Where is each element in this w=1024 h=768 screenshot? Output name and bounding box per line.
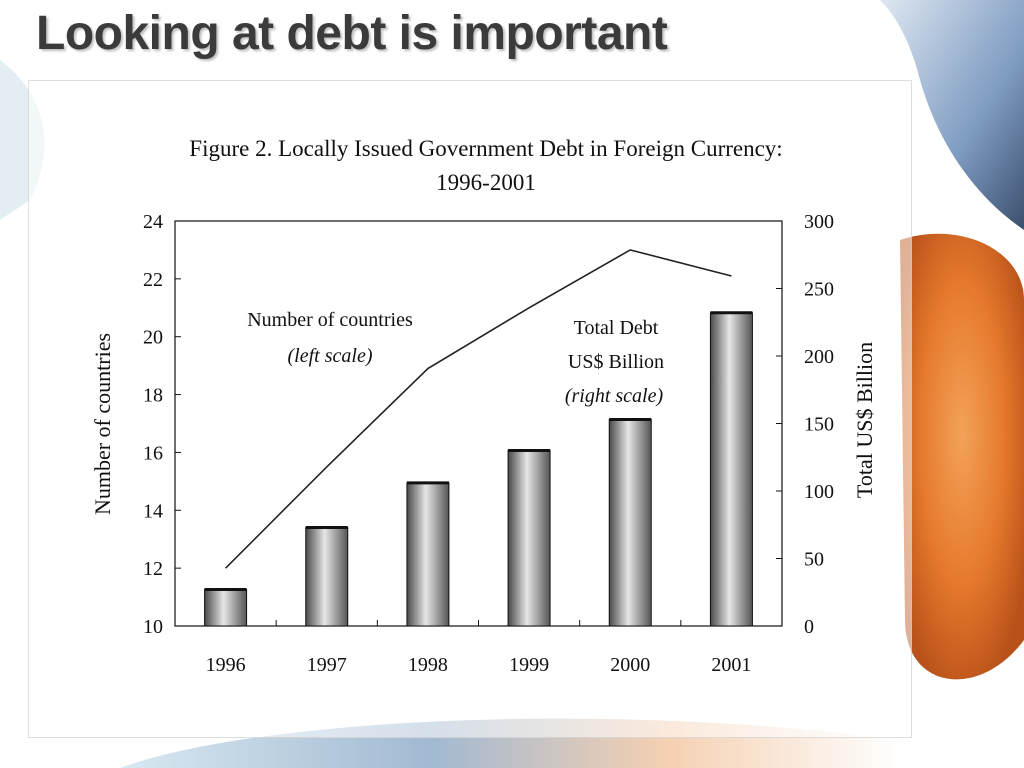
bar-1999 [507,450,551,627]
y-left-tick-18: 18 [143,385,163,407]
y-right-tick-300: 300 [804,211,834,233]
y-left-tick-22: 22 [143,269,163,291]
y-right-tick-250: 250 [804,279,834,301]
annotation-line-scale: (left scale) [288,345,373,367]
y-axis-left-label: Number of countries [90,333,115,515]
y-right-tick-50: 50 [804,549,824,571]
annotation-bar-scale: (right scale) [565,385,664,407]
bar-1998 [406,482,450,627]
line-number-of-countries [225,249,732,569]
y-axis-right-label: Total US$ Billion [852,342,877,498]
bar-1997 [305,526,349,627]
axes-group: 10 12 14 16 18 20 22 24 0 50 100 150 200 250 300 1996 19… [143,211,834,676]
y-right-tick-150: 150 [804,414,834,436]
annotation-bar-label-1: Total Debt [574,317,659,339]
bar-1996 [204,589,248,627]
bars-group [204,311,753,627]
y-left-tick-20: 20 [143,327,163,349]
bar-2000 [608,418,652,627]
y-left-tick-24: 24 [143,211,163,233]
chart-title-line2: 1996-2001 [436,170,536,195]
line-group [225,249,732,569]
bar-2001 [709,312,753,627]
y-left-tick-14: 14 [143,500,163,522]
y-left-tick-12: 12 [143,558,163,580]
x-tick-1996: 1996 [206,654,246,676]
orange-orb-decoration [900,233,1024,680]
y-right-tick-100: 100 [804,481,834,503]
blue-swirl-decoration [880,0,1024,230]
x-tick-1997: 1997 [307,654,347,676]
y-right-tick-0: 0 [804,616,814,638]
x-tick-1998: 1998 [408,654,448,676]
y-left-tick-16: 16 [143,442,163,464]
x-tick-2001: 2001 [711,654,751,676]
x-tick-1999: 1999 [509,654,549,676]
annotation-line-label: Number of countries [247,309,413,331]
annotation-bar-label-2: US$ Billion [568,351,664,373]
x-tick-2000: 2000 [610,654,650,676]
y-left-tick-10: 10 [143,616,163,638]
slide-title: Looking at debt is important [36,7,668,60]
y-right-tick-200: 200 [804,346,834,368]
chart-title-line1: Figure 2. Locally Issued Government Debt… [189,136,782,161]
plot-frame [174,220,783,627]
